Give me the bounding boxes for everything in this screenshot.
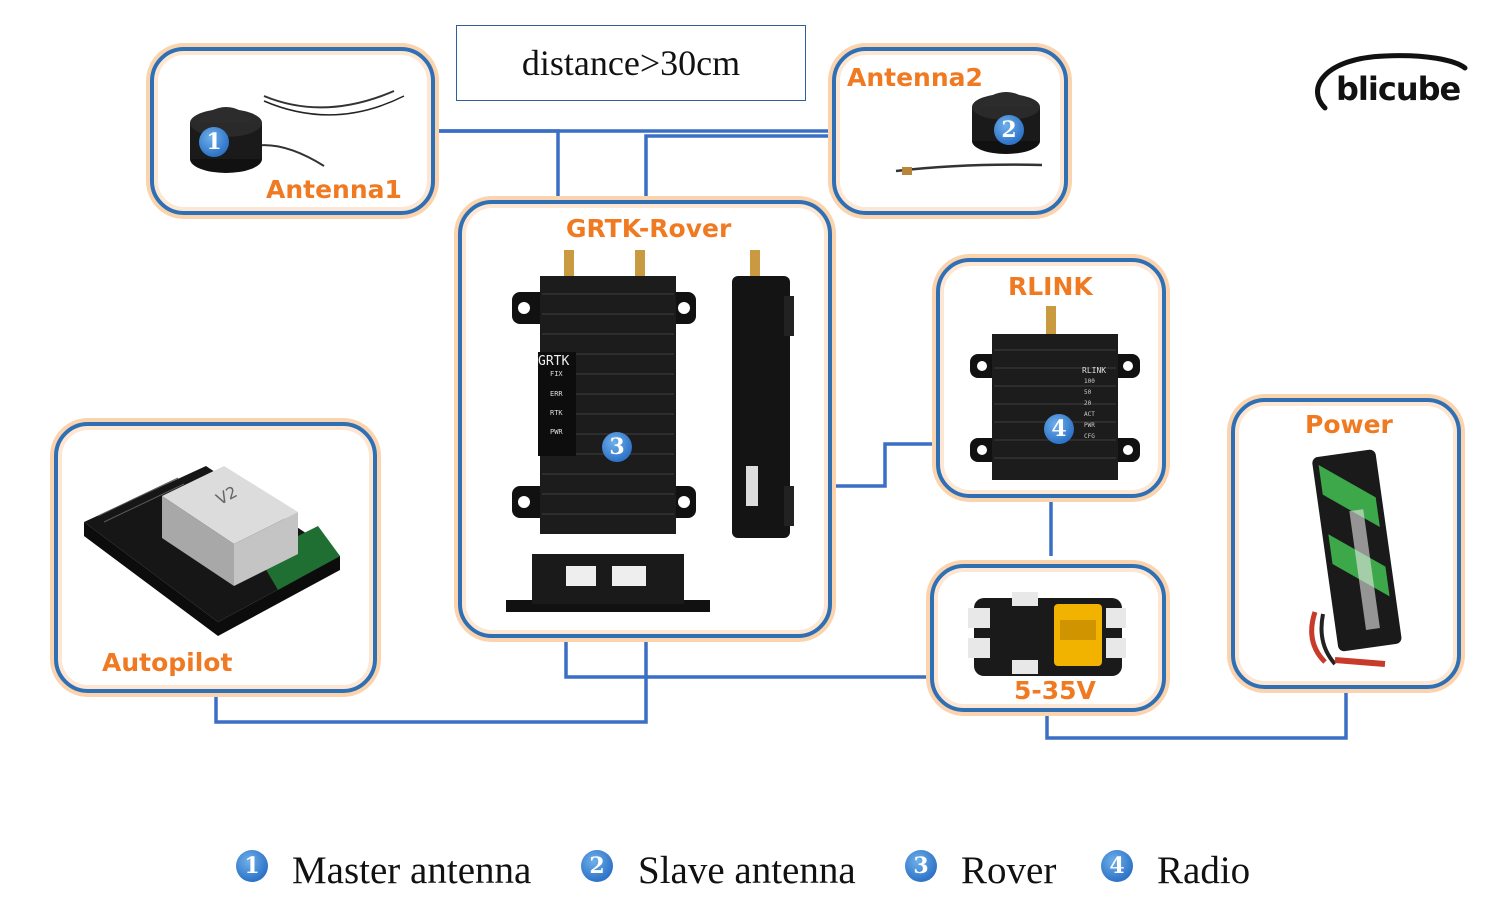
rover-box: GRTK-Rover GRTK FIX E	[458, 200, 832, 638]
antenna2-label: Antenna2	[847, 63, 983, 92]
rover-device-image	[506, 250, 794, 612]
antenna2-number-badge: 2	[994, 115, 1024, 145]
regulator-label: 5-35V	[1014, 676, 1096, 705]
legend-slave-antenna: Slave antenna	[638, 849, 856, 892]
wire-rover-rlink	[830, 442, 936, 488]
legend-num-3: 3	[905, 850, 937, 882]
rlink-led-pwr: PWR	[1084, 422, 1095, 429]
wire-regulator-power	[1045, 689, 1348, 740]
power-label: Power	[1305, 410, 1393, 439]
rlink-led-100: 100	[1084, 378, 1095, 385]
rlink-led-cfg: CFG	[1084, 433, 1095, 440]
rlink-device-text: RLINK	[1082, 366, 1107, 375]
rlink-device-image	[970, 306, 1140, 480]
rover-device-text: GRTK	[538, 354, 570, 369]
rover-led-err: ERR	[550, 390, 563, 398]
rlink-led-act: ACT	[1084, 411, 1095, 418]
wire-rover-autopilot	[214, 638, 648, 724]
autopilot-image	[84, 466, 340, 636]
autopilot-label: Autopilot	[102, 648, 233, 677]
legend-master-antenna: Master antenna	[292, 849, 532, 892]
regulator-box: 5-35V	[930, 564, 1166, 712]
regulator-image	[968, 592, 1126, 676]
antenna1-box: 1 Antenna1	[150, 47, 435, 215]
legend-num-1: 1	[236, 850, 268, 882]
rover-led-rtk: RTK	[550, 409, 563, 417]
rlink-led-20: 20	[1084, 400, 1092, 407]
antenna1-label: Antenna1	[266, 175, 402, 204]
rover-number-badge: 3	[602, 432, 632, 462]
legend-radio: Radio	[1157, 849, 1251, 892]
antenna1-number-badge: 1	[199, 127, 229, 157]
rlink-label: RLINK	[1008, 272, 1093, 301]
rlink-box: RLINK RLINK 100 50 20 ACT PWR CFG 4	[936, 258, 1166, 498]
rlink-led-50: 50	[1084, 389, 1092, 396]
power-box: Power	[1231, 398, 1461, 689]
distance-label: distance>30cm	[456, 25, 806, 101]
autopilot-box: V2 Autopilot	[54, 422, 377, 693]
legend-num-2: 2	[581, 850, 613, 882]
legend-rover: Rover	[961, 849, 1057, 892]
battery-image	[1309, 449, 1402, 667]
legend-num-4: 4	[1101, 850, 1133, 882]
antenna2-box: Antenna2 2	[832, 47, 1068, 215]
wire-rover-regulator	[564, 638, 932, 679]
blicube-logo	[1315, 53, 1468, 111]
logo-text: blicube	[1336, 70, 1461, 108]
antenna2-image	[895, 92, 1043, 175]
rover-led-pwr: PWR	[550, 428, 563, 436]
legend: 1 Master antenna 2 Slave antenna 3 Rover…	[0, 848, 1487, 904]
rover-led-fix: FIX	[550, 370, 563, 378]
rlink-number-badge: 4	[1044, 414, 1074, 444]
rover-label: GRTK-Rover	[566, 214, 732, 243]
